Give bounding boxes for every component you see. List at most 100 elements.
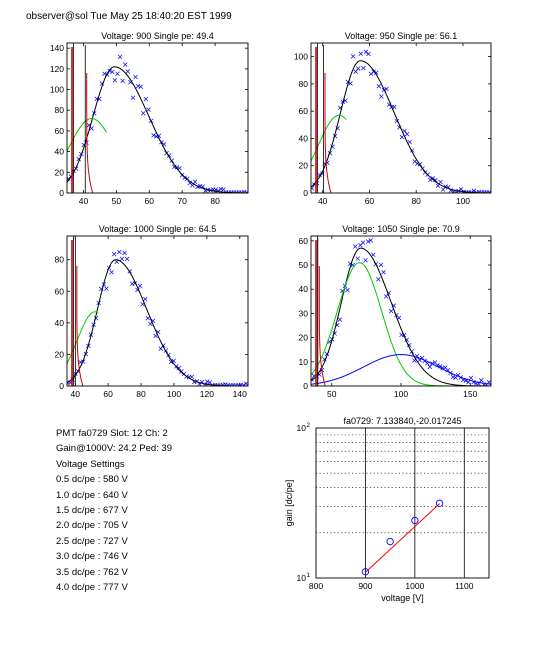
x-tick-label: 80 xyxy=(210,196,220,206)
second-component xyxy=(311,353,491,385)
data-point xyxy=(381,269,386,275)
gain-point xyxy=(411,516,419,525)
header-text: observer@sol Tue May 25 18:40:20 EST 199… xyxy=(26,11,232,22)
plot-frame xyxy=(66,42,249,194)
data-point xyxy=(120,78,125,84)
plot-frame xyxy=(310,42,492,194)
data-point xyxy=(368,238,373,243)
data-point xyxy=(176,365,182,371)
data-point xyxy=(243,381,248,386)
y-tick-label: 50 xyxy=(299,260,309,270)
gain-fit-line xyxy=(365,503,440,573)
plot-area xyxy=(311,236,491,386)
data-point xyxy=(389,308,394,314)
data-point xyxy=(365,239,371,244)
gain-point xyxy=(361,568,370,576)
x-tick-label: 40 xyxy=(70,389,80,399)
data-point xyxy=(466,379,471,385)
data-point xyxy=(142,296,148,302)
data-point xyxy=(122,250,127,256)
data-point xyxy=(468,375,474,381)
data-point xyxy=(345,287,350,293)
data-point xyxy=(133,74,138,80)
setting-row: 2.5 dc/pe : 727 V xyxy=(56,535,128,547)
chart-title: Voltage: 900 Single pe: 49.4 xyxy=(101,31,214,41)
data-point xyxy=(125,69,131,74)
fit-curve xyxy=(67,259,248,386)
data-point xyxy=(189,374,195,380)
gain-point xyxy=(435,499,444,507)
y-tick-label: 60 xyxy=(55,286,65,296)
y-tick-label: 10 xyxy=(299,357,309,367)
data-point xyxy=(241,382,246,386)
y-tick-label: 80 xyxy=(299,79,309,89)
y-tick-label: 40 xyxy=(299,133,309,143)
data-point xyxy=(363,258,368,263)
chart-title: fa0729: 7.133840,-20.017245 xyxy=(343,416,461,426)
plot-area xyxy=(67,236,248,386)
data-point xyxy=(363,49,369,55)
pedestal-curve xyxy=(86,73,94,193)
data-point xyxy=(360,240,366,245)
data-point xyxy=(384,86,389,92)
y-tick-label: 20 xyxy=(299,161,309,171)
y-tick-label: 0 xyxy=(303,381,308,391)
data-point xyxy=(350,54,356,59)
data-point xyxy=(138,84,143,89)
data-point xyxy=(119,256,125,262)
y-tick-label: 30 xyxy=(299,308,309,318)
x-tick-label: 100 xyxy=(394,389,408,399)
data-point xyxy=(145,315,151,321)
y-tick-label: 20 xyxy=(299,333,309,343)
y-tick-exponent: 1 xyxy=(306,572,310,579)
data-point xyxy=(348,81,353,86)
data-point xyxy=(115,71,120,76)
gain-point xyxy=(386,537,394,546)
data-point xyxy=(311,377,314,382)
setting-row: 1.5 dc/pe : 677 V xyxy=(56,505,128,517)
plot-frame xyxy=(310,235,492,387)
x-tick-label: 100 xyxy=(167,389,181,399)
y-tick-label: 80 xyxy=(55,255,65,265)
data-point xyxy=(371,252,376,258)
y-tick-label: 120 xyxy=(50,64,64,74)
data-point xyxy=(355,66,361,71)
x-tick-label: 1000 xyxy=(405,581,424,591)
data-point xyxy=(168,359,174,364)
y-tick-label: 0 xyxy=(59,381,64,391)
plot-area xyxy=(67,43,248,193)
data-point xyxy=(122,62,128,67)
y-tick-label: 60 xyxy=(55,126,65,136)
data-point xyxy=(102,71,107,77)
data-point xyxy=(241,189,247,193)
x-tick-label: 50 xyxy=(112,196,122,206)
setting-row: 4.0 dc/pe : 777 V xyxy=(56,582,128,594)
x-tick-label: 50 xyxy=(327,389,337,399)
x-tick-label: 80 xyxy=(411,196,421,206)
data-point xyxy=(450,374,456,380)
y-tick-label: 0 xyxy=(303,188,308,198)
data-point xyxy=(379,94,384,99)
data-point xyxy=(111,251,117,257)
x-tick-label: 150 xyxy=(463,389,477,399)
data-point xyxy=(391,104,397,110)
data-point xyxy=(158,346,163,351)
x-tick-label: 60 xyxy=(103,389,113,399)
x-tick-label: 60 xyxy=(365,196,375,206)
y-tick-label: 100 xyxy=(50,85,64,95)
x-tick-label: 80 xyxy=(136,389,146,399)
pmt-info-panel: PMT fa0729 Slot: 12 Ch: 2 Gain@1000V: 24… xyxy=(56,426,172,595)
data-point xyxy=(361,65,366,71)
y-tick-label: 20 xyxy=(55,349,65,359)
x-tick-label: 70 xyxy=(177,196,187,206)
y-tick-label: 40 xyxy=(55,318,65,328)
data-point xyxy=(383,294,389,299)
data-point xyxy=(435,362,440,368)
data-point xyxy=(117,249,122,255)
data-point xyxy=(109,269,114,275)
x-tick-label: 800 xyxy=(309,581,323,591)
x-tick-label: 100 xyxy=(456,196,470,206)
pmt-line: PMT fa0729 Slot: 12 Ch: 2 xyxy=(56,428,168,439)
data-point xyxy=(376,277,381,282)
